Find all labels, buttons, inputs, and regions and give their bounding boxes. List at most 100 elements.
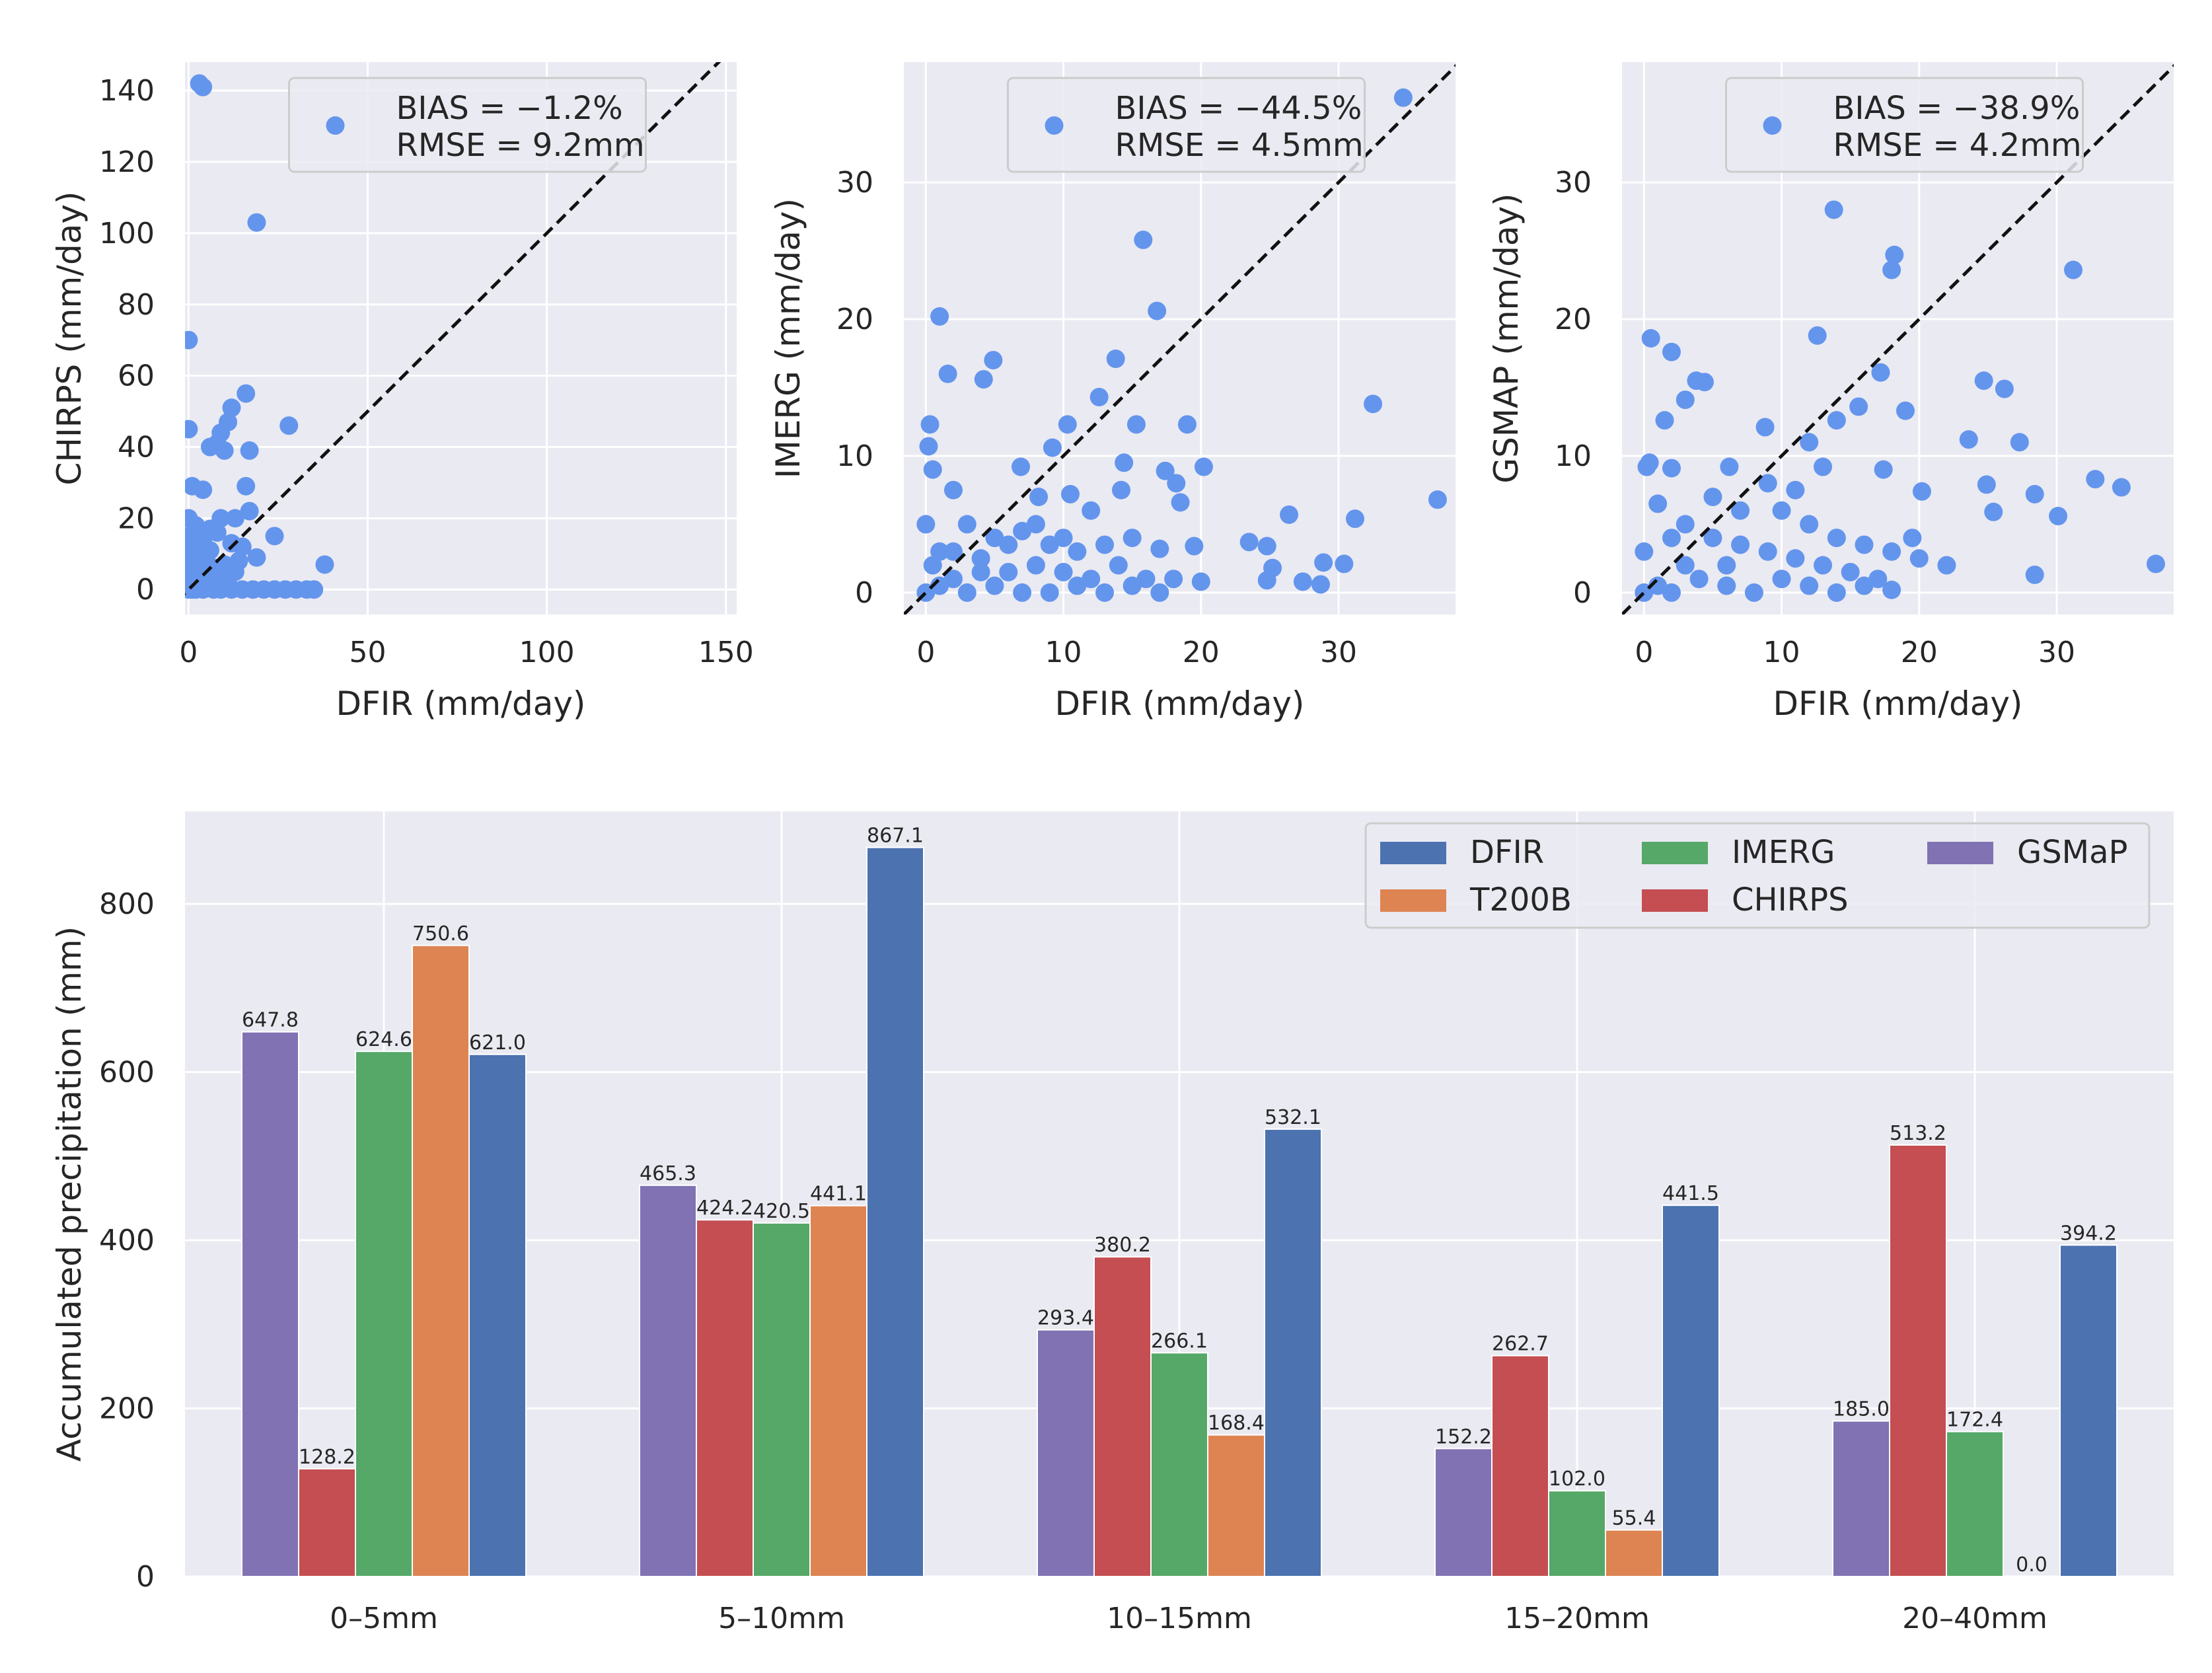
scatter-point (1013, 583, 1032, 602)
scatter-point (204, 570, 223, 589)
x-category-label: 5–10mm (718, 1602, 845, 1635)
bar-gsmap (1037, 1329, 1095, 1577)
scatter-point (211, 509, 231, 528)
x-tick-label: 20 (1901, 636, 1938, 669)
scatter-point (938, 364, 957, 383)
scatter-point (1703, 488, 1722, 507)
scatter-point (930, 307, 949, 326)
scatter-point (2010, 433, 2029, 452)
y-tick-label: 0 (136, 573, 155, 607)
bar-value-label: 380.2 (1094, 1234, 1151, 1257)
y-tick-label: 80 (118, 288, 155, 322)
scatter-point (1058, 415, 1077, 434)
scatter-point (2112, 478, 2131, 497)
x-tick-label: 30 (1320, 636, 1357, 669)
scatter-point (1676, 390, 1695, 410)
y-tick-label: 100 (99, 217, 155, 250)
scatter-point (1827, 529, 1846, 548)
legend-rmse: RMSE = 4.5mm (1115, 127, 1364, 164)
scatter-point (237, 384, 256, 403)
scatter-point (1136, 570, 1156, 589)
scatter-point (1191, 572, 1210, 591)
bar-gsmap (1434, 1448, 1493, 1577)
one-to-one-line (904, 63, 1456, 614)
y-tick-label: 400 (99, 1224, 155, 1257)
scatter-points (904, 63, 1456, 614)
scatter-point (923, 460, 942, 479)
y-axis-label: Accumulated precipitation (mm) (50, 926, 89, 1462)
scatter-point (1393, 88, 1413, 107)
scatter-point (1054, 529, 1073, 548)
scatter-point (1874, 460, 1893, 479)
legend-label-gsmap: GSMaP (2017, 834, 2127, 871)
legend-box (1007, 77, 1366, 173)
bar-value-label: 266.1 (1151, 1329, 1208, 1353)
scatter-point (240, 441, 259, 460)
scatter-point (1885, 245, 1904, 264)
scatter-point (1662, 583, 1681, 602)
scatter-point (1882, 542, 1901, 561)
scatter-point (1054, 562, 1073, 581)
y-tick-label: 30 (1555, 166, 1592, 200)
scatter-point (1662, 529, 1681, 548)
scatter-point (1177, 415, 1197, 434)
x-tick-label: 100 (519, 636, 575, 669)
scatter-point (1824, 200, 1843, 219)
scatter-point (1758, 542, 1777, 561)
scatter-point (1758, 474, 1777, 493)
y-tick-label: 200 (99, 1392, 155, 1425)
y-tick-label: 40 (118, 431, 155, 465)
bar-value-label: 424.2 (696, 1197, 753, 1220)
scatter-point (1849, 397, 1868, 416)
scatter-point (1060, 484, 1080, 503)
scatter-point (1676, 556, 1695, 575)
legend-marker (326, 116, 345, 135)
legend-marker (1763, 116, 1782, 135)
bar-gsmap (241, 1031, 299, 1578)
scatter-point (1731, 535, 1750, 554)
x-tick-label: 0 (916, 636, 935, 669)
scatter-point (185, 420, 198, 439)
scatter-point (1648, 576, 1668, 595)
scatter-point (194, 480, 213, 500)
bar-value-label: 55.4 (1612, 1507, 1656, 1530)
bar-value-label: 185.0 (1833, 1398, 1890, 1421)
bar-value-label: 0.0 (2016, 1553, 2047, 1577)
scatter-point (1635, 542, 1654, 561)
scatter-panel-gsmap: 0 10 20 30 0 10 20 30 BIAS = −38.9%RMSE = 4.2mm D… (1487, 62, 2174, 723)
scatter-point (923, 556, 942, 575)
scatter-panel-chirps: 0 50 100 150 0 20 40 60 80 100 120 140 BIAS = −1.2%R… (50, 62, 754, 723)
y-tick-label: 20 (118, 502, 155, 535)
legend-swatch-gsmap (1927, 842, 1993, 864)
bar-t200b (412, 944, 470, 1577)
bar-gsmap (639, 1184, 697, 1577)
scatter-point (1123, 576, 1142, 595)
y-tick-label: 140 (99, 74, 155, 108)
scatter-point (1720, 457, 1739, 476)
scatter-point (1641, 329, 1660, 348)
scatter-point (1717, 556, 1736, 575)
bar-value-label: 128.2 (299, 1446, 355, 1469)
scatter-point (247, 548, 266, 567)
scatter-point (1959, 430, 1978, 449)
scatter-point (957, 515, 977, 534)
y-tick-label: 10 (1555, 439, 1592, 473)
x-category-label: 10–15mm (1107, 1602, 1252, 1635)
scatter-point (2146, 554, 2165, 574)
scatter-point (1695, 373, 1714, 392)
x-axis-label: DFIR (mm/day) (336, 685, 586, 723)
scatter-point (2086, 470, 2105, 489)
bar-panel-accumulated: 0 200 400 600 800 0–5mm 5–10mm 10–15mm 15–20mm 20… (50, 811, 2174, 1635)
scatter-point (1150, 539, 1169, 558)
scatter-point (1089, 387, 1109, 406)
bar-dfir (1662, 1205, 1720, 1577)
x-tick-label: 30 (2038, 636, 2075, 669)
bar-value-label: 262.7 (1492, 1333, 1549, 1356)
scatter-point (1676, 515, 1695, 534)
scatter-point (1800, 433, 1819, 452)
scatter-point (1082, 570, 1101, 589)
scatter-point (957, 583, 977, 602)
scatter-point (1755, 418, 1775, 437)
scatter-point (1040, 583, 1059, 602)
scatter-point (215, 441, 234, 460)
